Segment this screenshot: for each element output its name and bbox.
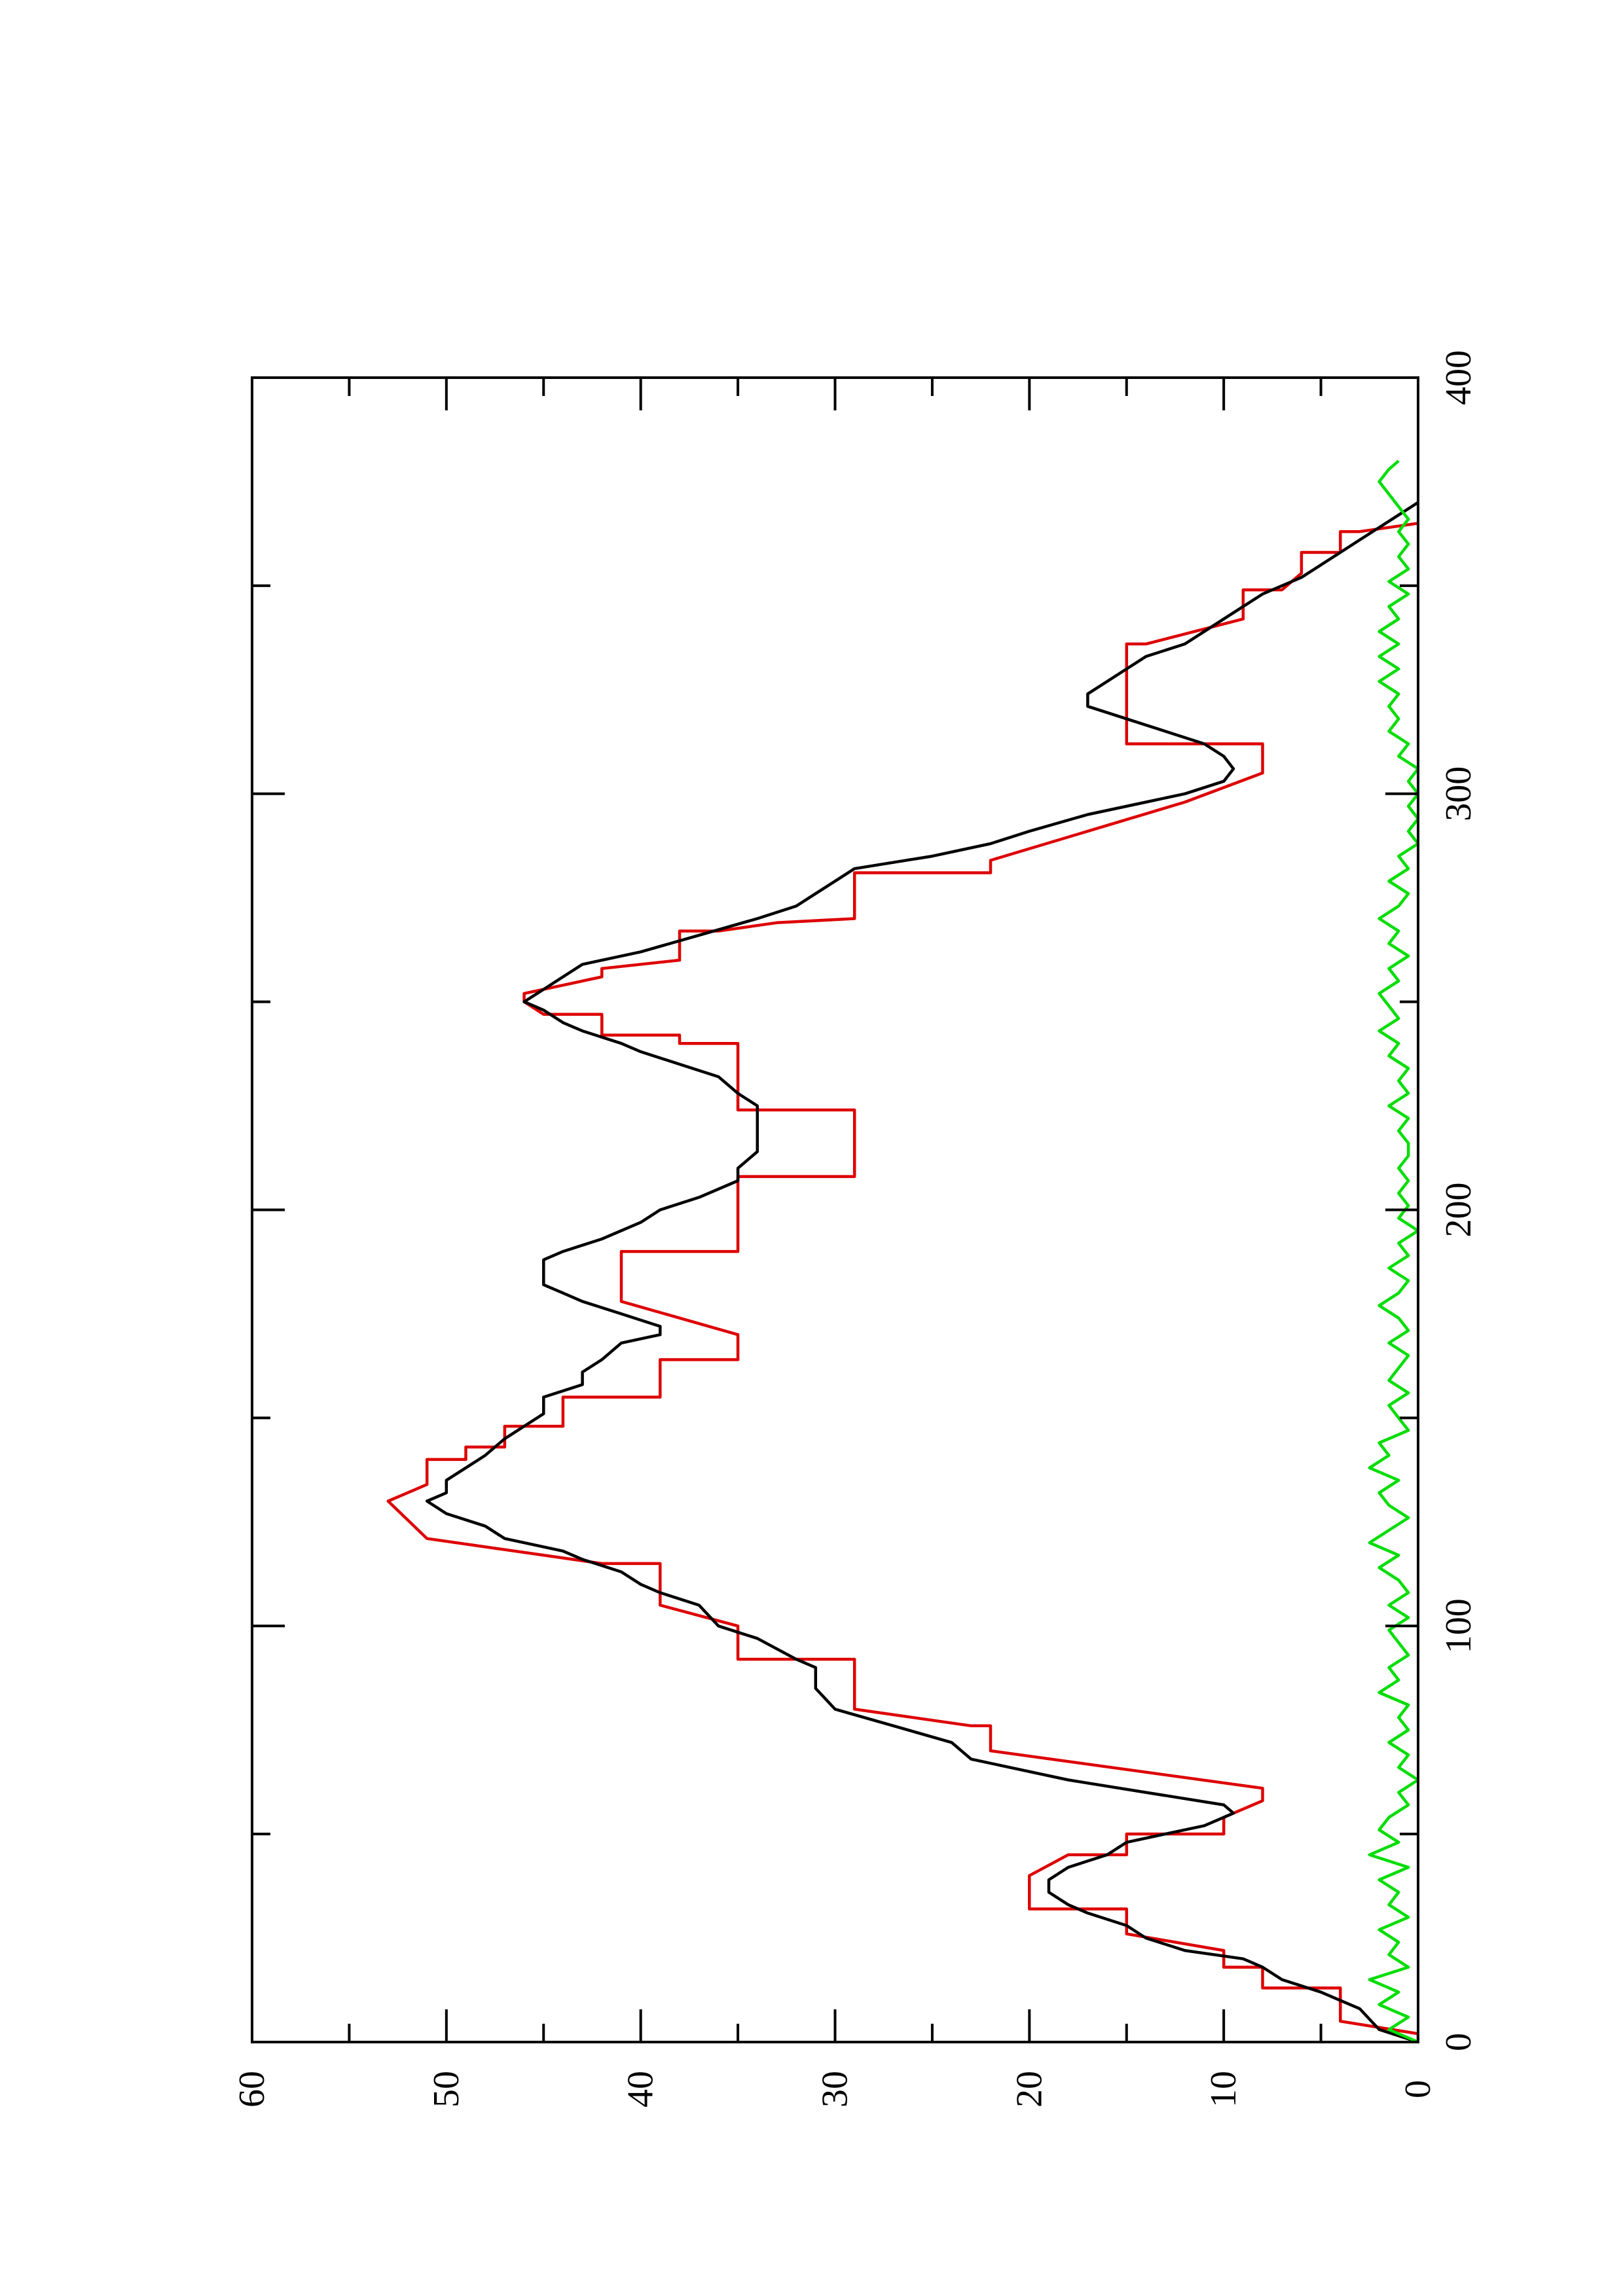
series-layer: [386, 459, 1418, 2042]
y-tick-label: 20: [1009, 2071, 1049, 2108]
x-tick-label: 300: [1438, 766, 1479, 821]
x-tick-label: 200: [1438, 1183, 1479, 1238]
series-line-0: [386, 522, 1418, 2042]
y-tick-label: 0: [1398, 2080, 1438, 2098]
tick-layer: [251, 376, 1419, 2043]
x-tick-label: 400: [1438, 350, 1479, 405]
series-line-1: [425, 501, 1418, 2042]
tick-label-layer: 0 100 200 300 400 0 10 20 30 40 50 60: [232, 350, 1479, 2108]
y-tick-label: 40: [621, 2071, 661, 2108]
y-tick-label: 50: [426, 2071, 467, 2108]
x-tick-label: 0: [1438, 2033, 1479, 2051]
plot-frame: [251, 376, 1419, 2043]
series-line-2: [1368, 459, 1418, 2042]
x-tick-label: 100: [1438, 1598, 1479, 1653]
y-tick-label: 60: [232, 2071, 272, 2108]
y-tick-label: 30: [815, 2071, 856, 2108]
y-tick-label: 10: [1203, 2071, 1244, 2108]
